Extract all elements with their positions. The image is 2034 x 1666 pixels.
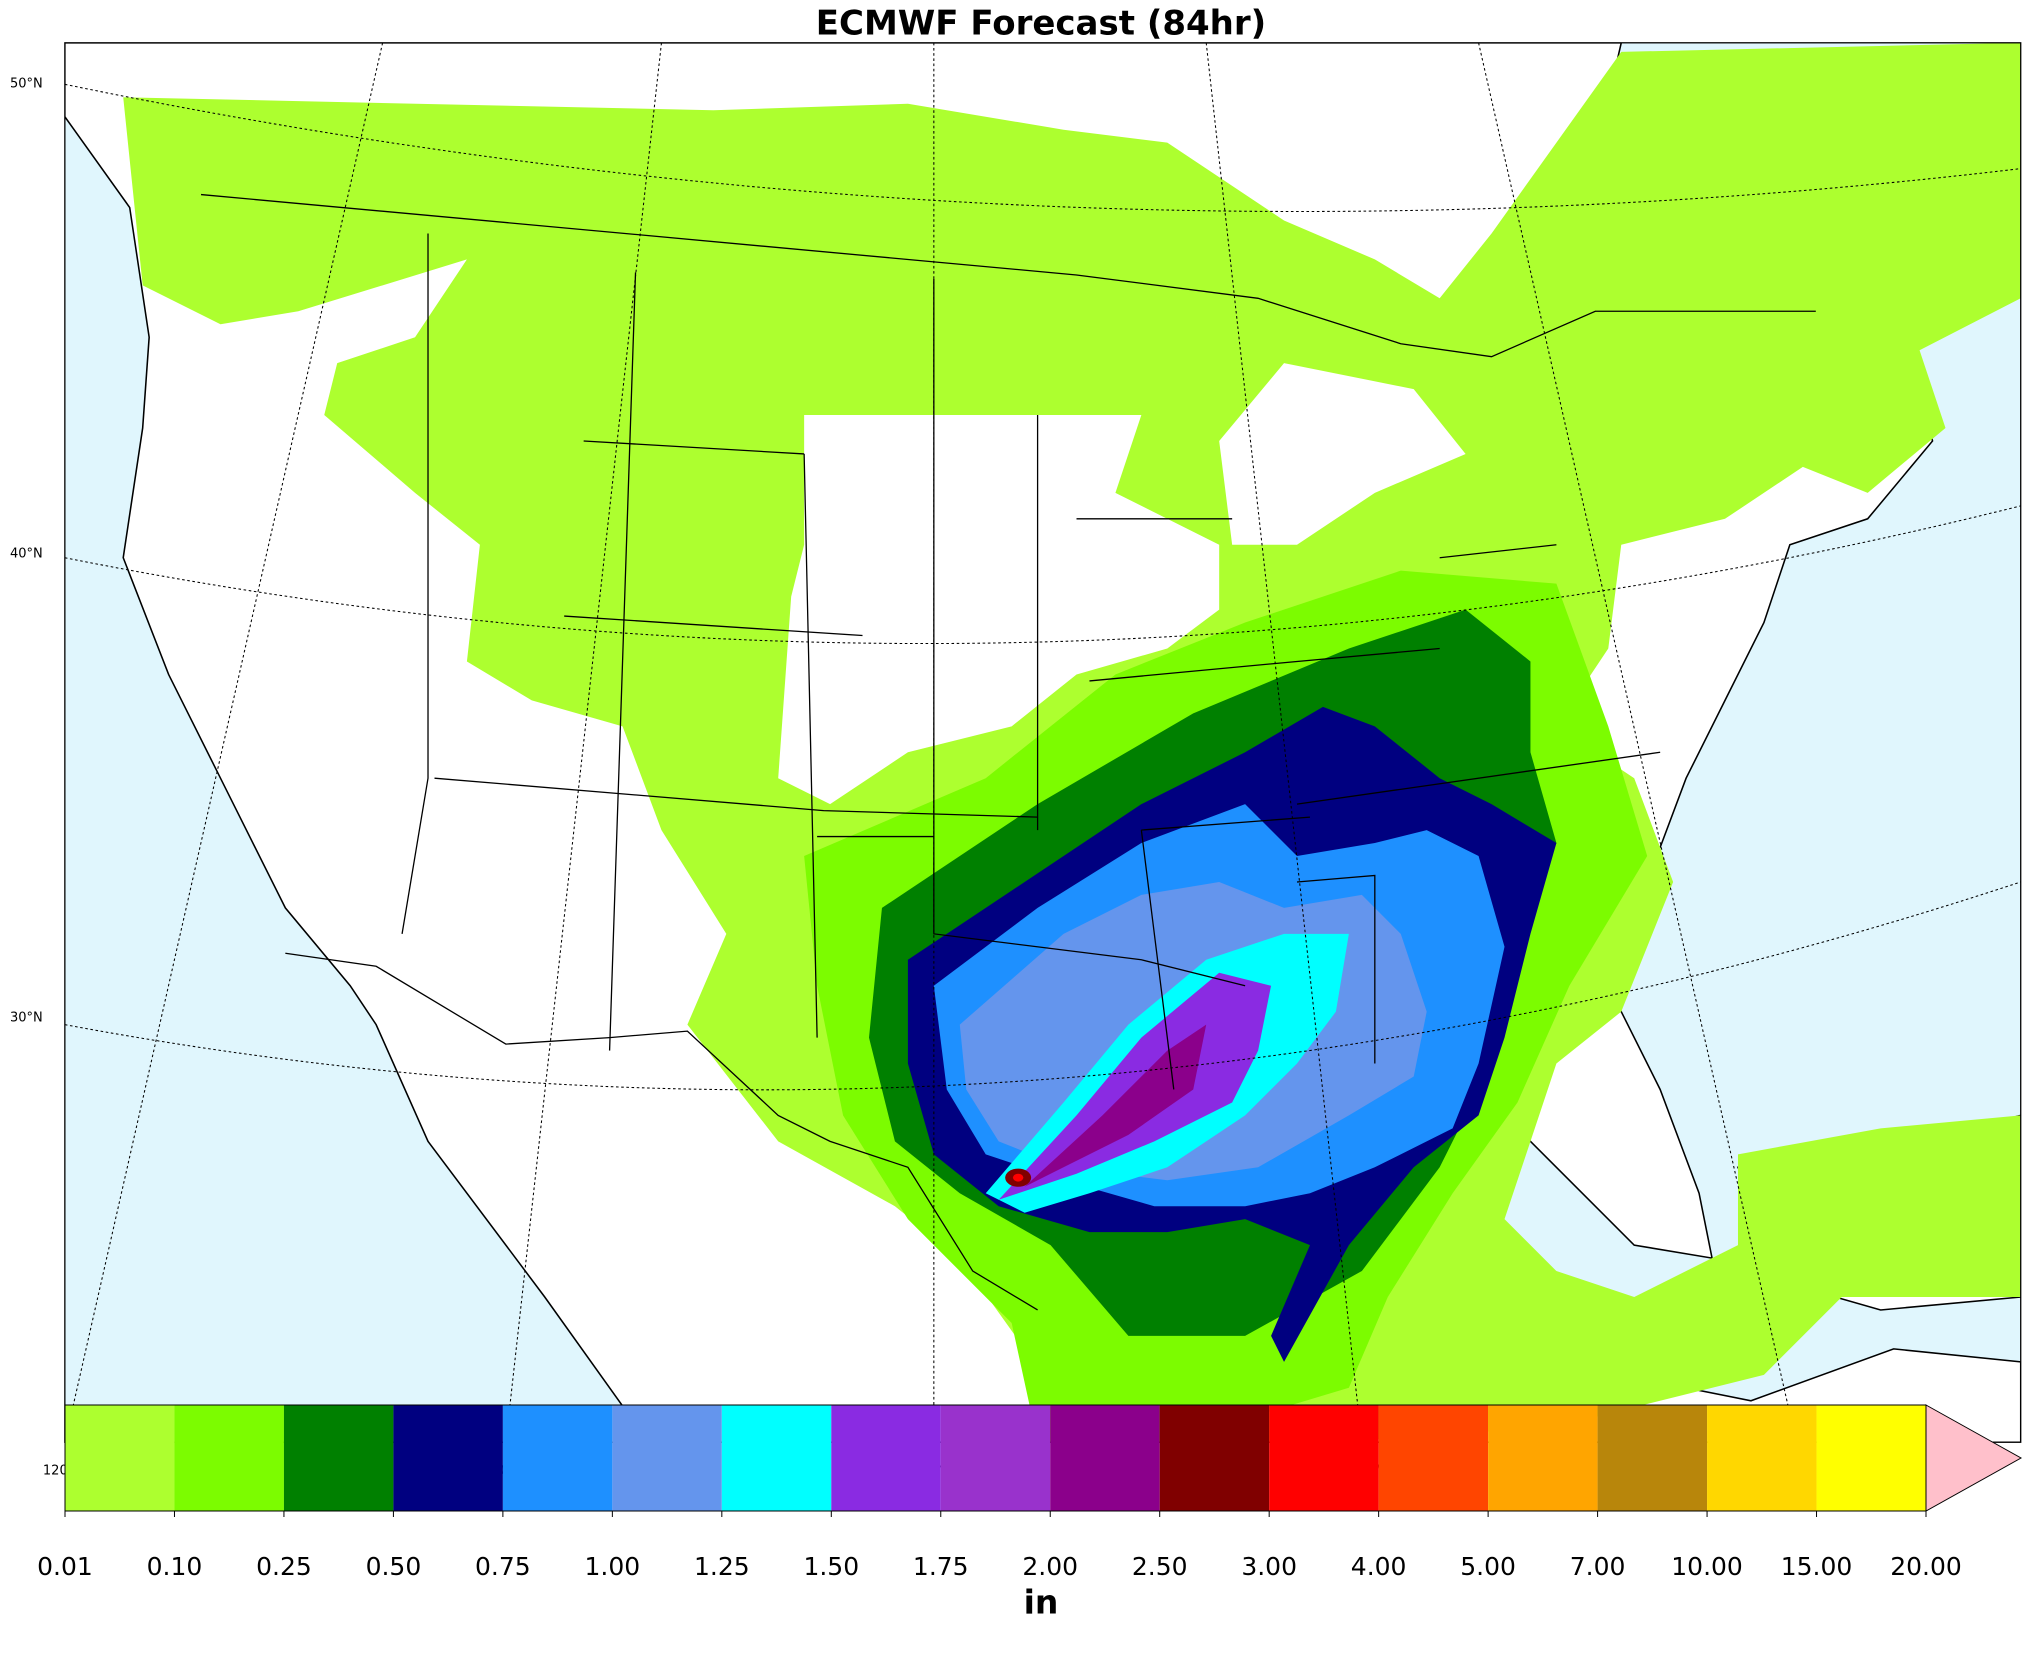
colorbar-tick-label: 1.00 [585,1552,641,1581]
colorbar-frame [64,1404,1927,1512]
colorbar-tick-label: 3.00 [1241,1552,1297,1581]
graticule [64,42,2021,1443]
colorbar-swatch [1707,1405,1817,1511]
colorbar-tick-label: 0.50 [366,1552,422,1581]
precip-white-hole [1219,363,1466,545]
colorbar-swatch [65,1405,175,1511]
colorbar-swatch [502,1405,613,1511]
colorbar-tick-label: 0.25 [256,1552,312,1581]
colorbar-swatch [721,1405,832,1511]
colorbar-swatch [1597,1405,1708,1511]
colorbar-tick-label: 2.00 [1022,1552,1078,1581]
colorbar-tick-label: 0.75 [475,1552,531,1581]
colorbar-swatch [940,1405,1051,1511]
precip-white-hole [778,415,1220,805]
lat-labels: 50°N 40°N 30°N [10,77,43,1026]
colorbar-swatch [1159,1405,1270,1511]
colorbar-tick-label: 1.50 [803,1552,859,1581]
colorbar-tick-label: 2.50 [1132,1552,1188,1581]
lat-label: 30°N [10,1011,43,1026]
colorbar-swatch [831,1405,941,1511]
precip-3.00 [1012,1173,1024,1182]
lat-label: 40°N [10,547,43,562]
map-title: ECMWF Forecast (84hr) [816,4,1266,44]
colorbar-tick-label: 4.00 [1351,1552,1407,1581]
colorbar-tick-label: 7.00 [1570,1552,1626,1581]
lat-label: 50°N [10,77,43,92]
precip-2.00 [1024,1024,1207,1187]
colorbar-swatch [283,1405,394,1511]
map [64,42,2022,1443]
colorbar-tick-label: 10.00 [1671,1552,1743,1581]
colorbar: 0.01 0.10 0.25 0.50 0.75 1.00 1.25 1.50 1.75 2.00… [37,1404,2023,1622]
state-borders [200,193,1816,1311]
colorbar-swatch [174,1405,284,1511]
colorbar-unit: in [1024,1583,1059,1622]
colorbar-tick-label: 5.00 [1460,1552,1516,1581]
colorbar-swatch [1269,1405,1379,1511]
colorbar-swatch [1816,1405,1926,1511]
colorbar-swatch [1378,1405,1489,1511]
colorbar-swatch [1488,1405,1598,1511]
colorbar-swatch [393,1405,503,1511]
colorbar-tick-label: 0.10 [147,1552,203,1581]
colorbar-tick-label: 20.00 [1890,1552,1962,1581]
colorbar-swatch [612,1405,722,1511]
colorbar-tick-label: 1.25 [694,1552,750,1581]
colorbar-tick-label: 1.75 [913,1552,969,1581]
colorbar-tick-label: 15.00 [1781,1552,1853,1581]
colorbar-tick-label: 0.01 [37,1552,93,1581]
colorbar-swatch [1050,1405,1160,1511]
